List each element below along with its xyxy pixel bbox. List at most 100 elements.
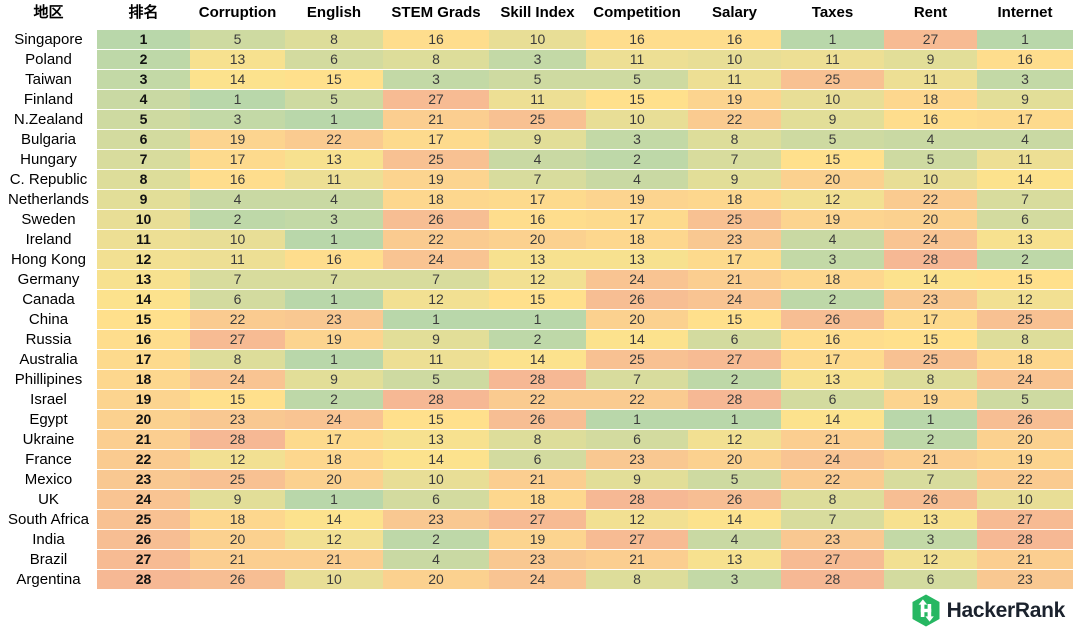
heat-cell-salary: 4 [688,530,781,550]
heat-cell-salary: 9 [688,170,781,190]
heat-cell-competition: 8 [586,570,688,590]
heat-cell-internet: 25 [977,310,1073,330]
country-label: Hong Kong [0,250,97,270]
country-label: Argentina [0,570,97,590]
heat-cell-salary: 10 [688,50,781,70]
rank-cell: 10 [97,210,190,230]
table-row-n-zealand: N.Zealand 5 3 1 21 25 10 22 9 16 17 [0,110,1073,130]
rank-cell: 5 [97,110,190,130]
rank-cell: 23 [97,470,190,490]
table-row-netherlands: Netherlands 9 4 4 18 17 19 18 12 22 7 [0,190,1073,210]
rank-cell: 18 [97,370,190,390]
heat-cell-competition: 16 [586,30,688,50]
rank-cell: 7 [97,150,190,170]
heat-cell-stem-grads: 25 [383,150,489,170]
heat-cell-skill-index: 3 [489,50,586,70]
heat-cell-taxes: 22 [781,470,884,490]
heat-cell-internet: 13 [977,230,1073,250]
heat-cell-stem-grads: 9 [383,330,489,350]
heat-cell-salary: 20 [688,450,781,470]
rank-cell: 20 [97,410,190,430]
heat-cell-competition: 19 [586,190,688,210]
heat-cell-skill-index: 21 [489,470,586,490]
heat-cell-salary: 12 [688,430,781,450]
heat-cell-corruption: 26 [190,570,285,590]
rank-cell: 16 [97,330,190,350]
table-row-egypt: Egypt 20 23 24 15 26 1 1 14 1 26 [0,410,1073,430]
country-label: France [0,450,97,470]
heat-cell-rent: 8 [884,370,977,390]
heat-cell-salary: 1 [688,410,781,430]
heat-cell-competition: 1 [586,410,688,430]
rank-cell: 26 [97,530,190,550]
heat-cell-english: 17 [285,430,383,450]
heat-cell-stem-grads: 6 [383,490,489,510]
rank-cell: 21 [97,430,190,450]
heat-cell-taxes: 23 [781,530,884,550]
heat-cell-english: 1 [285,110,383,130]
heat-cell-salary: 13 [688,550,781,570]
heat-cell-competition: 10 [586,110,688,130]
heat-cell-corruption: 12 [190,450,285,470]
heat-cell-taxes: 21 [781,430,884,450]
country-label: India [0,530,97,550]
heat-cell-rent: 20 [884,210,977,230]
heat-cell-salary: 5 [688,470,781,490]
heat-cell-taxes: 5 [781,130,884,150]
column-header-salary: Salary [688,0,781,30]
heat-cell-rent: 11 [884,70,977,90]
heat-cell-salary: 8 [688,130,781,150]
heat-cell-stem-grads: 12 [383,290,489,310]
table-row-china: China 15 22 23 1 1 20 15 26 17 25 [0,310,1073,330]
heat-cell-taxes: 13 [781,370,884,390]
heat-cell-internet: 6 [977,210,1073,230]
heat-cell-english: 1 [285,350,383,370]
heat-cell-rent: 17 [884,310,977,330]
heat-cell-corruption: 23 [190,410,285,430]
heat-cell-internet: 7 [977,190,1073,210]
heat-cell-internet: 24 [977,370,1073,390]
table-row-c-republic: C. Republic 8 16 11 19 7 4 9 20 10 14 [0,170,1073,190]
heat-cell-english: 8 [285,30,383,50]
heat-cell-skill-index: 4 [489,150,586,170]
heat-cell-competition: 18 [586,230,688,250]
heat-cell-skill-index: 27 [489,510,586,530]
heat-cell-competition: 14 [586,330,688,350]
heat-cell-skill-index: 2 [489,330,586,350]
table-row-uk: UK 24 9 1 6 18 28 26 8 26 10 [0,490,1073,510]
column-header-col0: 地区 [0,0,97,30]
column-header-internet: Internet [977,0,1073,30]
heat-cell-internet: 21 [977,550,1073,570]
table-row-argentina: Argentina 28 26 10 20 24 8 3 28 6 23 [0,570,1073,590]
heat-cell-skill-index: 15 [489,290,586,310]
country-label: Singapore [0,30,97,50]
heat-cell-salary: 14 [688,510,781,530]
heat-cell-internet: 1 [977,30,1073,50]
heat-cell-stem-grads: 24 [383,250,489,270]
heat-cell-stem-grads: 5 [383,370,489,390]
rank-cell: 14 [97,290,190,310]
heat-cell-rent: 21 [884,450,977,470]
heat-cell-rent: 6 [884,570,977,590]
heat-cell-corruption: 27 [190,330,285,350]
heat-cell-stem-grads: 21 [383,110,489,130]
table-row-russia: Russia 16 27 19 9 2 14 6 16 15 8 [0,330,1073,350]
heat-cell-stem-grads: 2 [383,530,489,550]
heat-cell-rent: 18 [884,90,977,110]
country-label: Poland [0,50,97,70]
heat-cell-corruption: 13 [190,50,285,70]
table-row-finland: Finland 4 1 5 27 11 15 19 10 18 9 [0,90,1073,110]
heat-cell-internet: 26 [977,410,1073,430]
heat-cell-stem-grads: 11 [383,350,489,370]
heat-cell-skill-index: 5 [489,70,586,90]
heat-cell-stem-grads: 4 [383,550,489,570]
rank-cell: 13 [97,270,190,290]
heat-cell-corruption: 18 [190,510,285,530]
heat-cell-corruption: 20 [190,530,285,550]
heat-cell-stem-grads: 15 [383,410,489,430]
heat-cell-stem-grads: 7 [383,270,489,290]
country-ranking-heatmap-table: 地区 排名 Corruption English STEM Grads Skill Ind… [0,0,1073,590]
country-label: Mexico [0,470,97,490]
heat-cell-taxes: 24 [781,450,884,470]
country-label: Australia [0,350,97,370]
